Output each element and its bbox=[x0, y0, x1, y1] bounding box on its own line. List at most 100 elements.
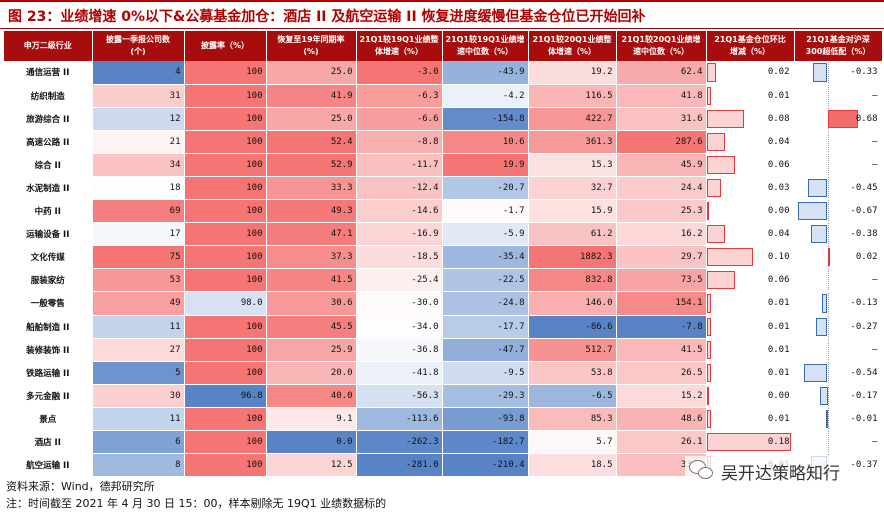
cell-g20: 5.7 bbox=[528, 430, 617, 455]
cell-fund-change: 0.00 bbox=[706, 384, 795, 408]
cell-fund-change: 0.04 bbox=[706, 222, 795, 247]
cell-g19: -18.5 bbox=[356, 245, 443, 270]
cell-m19: 19.9 bbox=[442, 153, 529, 177]
cell-m19: -35.4 bbox=[442, 245, 529, 270]
cell-m20: 25.3 bbox=[616, 199, 707, 224]
cell-rate: 100 bbox=[184, 453, 267, 478]
col-header-overweight: 21Q1基金对沪深 300超低配（%） bbox=[794, 31, 883, 61]
cell-m19: -154.8 bbox=[442, 107, 529, 131]
cell-fund-change: 0.01 bbox=[706, 361, 795, 385]
fund-change-value: 0.04 bbox=[767, 136, 790, 147]
cell-overweight: — bbox=[794, 153, 883, 177]
table-row: 综合 II 34 100 52.9 -11.7 19.9 15.3 45.9 0.06 — bbox=[4, 153, 883, 177]
overweight-value: -0.01 bbox=[850, 413, 878, 424]
overweight-value: -0.37 bbox=[850, 460, 878, 471]
cell-m19: -1.7 bbox=[442, 199, 529, 224]
cell-fund-change: 0.08 bbox=[706, 107, 795, 131]
overweight-bar bbox=[826, 409, 828, 428]
cell-overweight: -0.17 bbox=[794, 384, 883, 408]
fund-change-bar bbox=[706, 409, 712, 428]
col-header-m19: 21Q1较19Q1业绩增 速中位数（%） bbox=[442, 31, 529, 61]
industry-name: 中药 II bbox=[4, 199, 93, 224]
cell-recover: 41.9 bbox=[266, 84, 357, 108]
cell-overweight: — bbox=[794, 84, 883, 108]
table-body: 通信运营 II 4 100 25.0 -3.0 -43.9 19.2 62.4 0.02 -0.3… bbox=[4, 61, 883, 478]
cell-recover: 52.4 bbox=[266, 130, 357, 154]
fund-change-value: 0.10 bbox=[767, 252, 790, 263]
cell-rate: 100 bbox=[184, 107, 267, 131]
fund-change-bar bbox=[706, 132, 726, 151]
cell-overweight: -0.67 bbox=[794, 199, 883, 224]
overweight-bar bbox=[821, 294, 828, 313]
cell-rate: 100 bbox=[184, 361, 267, 385]
cell-g19: -262.3 bbox=[356, 430, 443, 455]
cell-fund-change: 0.02 bbox=[706, 61, 795, 85]
col-header-g19: 21Q1较19Q1业绩整 体增速（%） bbox=[356, 31, 443, 61]
cell-recover: 33.3 bbox=[266, 176, 357, 201]
cell-g19: -12.4 bbox=[356, 176, 443, 201]
cell-g20: 512.7 bbox=[528, 338, 617, 362]
cell-g20: -6.5 bbox=[528, 384, 617, 408]
cell-fund-change: 0.04 bbox=[706, 130, 795, 154]
cell-m20: 41.5 bbox=[616, 338, 707, 362]
cell-overweight: -0.33 bbox=[794, 61, 883, 85]
fund-change-value: 0.02 bbox=[767, 67, 790, 78]
cell-m20: 26.1 bbox=[616, 430, 707, 455]
cell-rate: 100 bbox=[184, 245, 267, 270]
cell-recover: 20.0 bbox=[266, 361, 357, 385]
industry-name: 景点 bbox=[4, 407, 93, 432]
table-row: 装修装饰 II 27 100 25.9 -36.8 -47.7 512.7 41.5 0.01 — bbox=[4, 338, 883, 362]
cell-m19: -22.5 bbox=[442, 268, 529, 293]
cell-count: 21 bbox=[92, 130, 185, 154]
col-header-rate: 披露率（%） bbox=[184, 31, 267, 61]
cell-m20: 26.5 bbox=[616, 361, 707, 385]
cell-overweight: -0.38 bbox=[794, 222, 883, 247]
cell-rate: 100 bbox=[184, 176, 267, 201]
cell-g20: -86.6 bbox=[528, 315, 617, 339]
table-row: 多元金融 II 30 96.8 40.0 -56.3 -29.3 -6.5 15.2 0.00 -… bbox=[4, 384, 883, 408]
cell-m20: 15.2 bbox=[616, 384, 707, 408]
table-row: 一般零售 49 98.0 30.6 -30.0 -24.8 146.0 154.1 0.01 -0… bbox=[4, 291, 883, 316]
overweight-axis bbox=[827, 338, 829, 361]
cell-recover: 25.9 bbox=[266, 338, 357, 362]
cell-rate: 100 bbox=[184, 61, 267, 85]
cell-g19: -34.0 bbox=[356, 315, 443, 339]
cell-fund-change: 0.01 bbox=[706, 338, 795, 362]
cell-count: 6 bbox=[92, 430, 185, 455]
cell-g19: -25.4 bbox=[356, 268, 443, 293]
cell-g19: -41.8 bbox=[356, 361, 443, 385]
fund-change-value: 0.01 bbox=[767, 321, 790, 332]
cell-count: 27 bbox=[92, 338, 185, 362]
cell-g19: -281.0 bbox=[356, 453, 443, 478]
overweight-axis bbox=[827, 361, 829, 384]
cell-count: 4 bbox=[92, 61, 185, 85]
overweight-axis bbox=[827, 130, 829, 153]
cell-m20: 45.9 bbox=[616, 153, 707, 177]
fund-change-value: 0.01 bbox=[767, 90, 790, 101]
cell-g20: 422.7 bbox=[528, 107, 617, 131]
table-row: 服装家纺 53 100 41.5 -25.4 -22.5 832.8 73.5 0.06 — bbox=[4, 268, 883, 293]
overweight-axis bbox=[827, 291, 829, 315]
cell-m19: -24.8 bbox=[442, 291, 529, 316]
cell-rate: 100 bbox=[184, 315, 267, 339]
industry-name: 铁路运输 II bbox=[4, 361, 93, 385]
cell-count: 53 bbox=[92, 268, 185, 293]
source-note: 资料来源：Wind，德邦研究所 bbox=[6, 480, 155, 493]
overweight-axis bbox=[827, 153, 829, 176]
table-row: 运输设备 II 17 100 47.1 -16.9 -5.9 61.2 16.2 0.04 -0.… bbox=[4, 222, 883, 247]
cell-fund-change: 0.01 bbox=[706, 84, 795, 108]
industry-name: 文化传媒 bbox=[4, 245, 93, 270]
cell-m20: 62.4 bbox=[616, 61, 707, 85]
cell-recover: 12.5 bbox=[266, 453, 357, 478]
cell-m20: 48.6 bbox=[616, 407, 707, 432]
cell-overweight: -0.54 bbox=[794, 361, 883, 385]
fund-change-value: 0.00 bbox=[767, 206, 790, 217]
fund-change-bar bbox=[706, 340, 712, 359]
cell-m20: 154.1 bbox=[616, 291, 707, 316]
cell-m19: -17.7 bbox=[442, 315, 529, 339]
cell-count: 30 bbox=[92, 384, 185, 408]
fund-change-value: 0.06 bbox=[767, 159, 790, 170]
overweight-bar bbox=[797, 202, 828, 221]
overweight-bar bbox=[827, 109, 858, 128]
col-header-count: 披露一季报公司数 (个) bbox=[92, 31, 185, 61]
